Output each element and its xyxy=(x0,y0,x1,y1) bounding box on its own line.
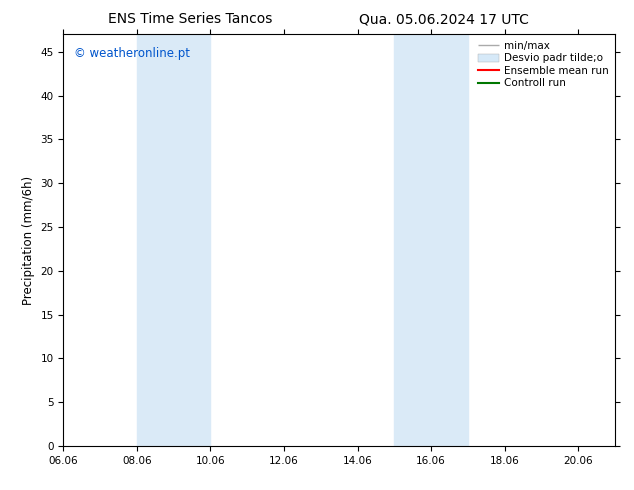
Legend: min/max, Desvio padr tilde;o, Ensemble mean run, Controll run: min/max, Desvio padr tilde;o, Ensemble m… xyxy=(475,37,612,92)
Text: © weatheronline.pt: © weatheronline.pt xyxy=(74,47,190,60)
Text: Qua. 05.06.2024 17 UTC: Qua. 05.06.2024 17 UTC xyxy=(359,12,529,26)
Text: ENS Time Series Tancos: ENS Time Series Tancos xyxy=(108,12,273,26)
Bar xyxy=(137,34,210,446)
Bar xyxy=(394,34,468,446)
Y-axis label: Precipitation (mm/6h): Precipitation (mm/6h) xyxy=(22,175,35,305)
